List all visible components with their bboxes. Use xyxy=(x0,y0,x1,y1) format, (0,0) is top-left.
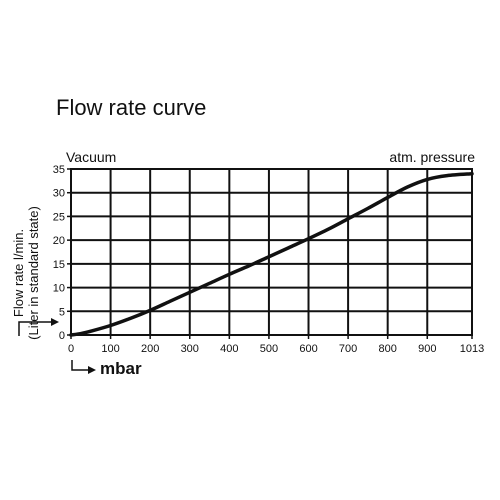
y-tick-label: 15 xyxy=(53,259,65,271)
ticks: 0 100 200 300 400 500 600 700 800 900 1013 0 5 10 15 20… xyxy=(53,164,484,355)
y-tick-label: 20 xyxy=(53,235,65,247)
atm-pressure-label: atm. pressure xyxy=(389,149,475,165)
y-tick-label: 30 xyxy=(53,188,65,200)
x-axis-label: mbar xyxy=(100,359,142,378)
axes xyxy=(18,318,96,374)
y-axis-arrow-line xyxy=(18,321,55,336)
x-tick-label: 900 xyxy=(418,343,436,355)
y-tick-label: 35 xyxy=(53,164,65,176)
x-tick-label: 500 xyxy=(260,343,278,355)
chart-title: Flow rate curve xyxy=(56,95,207,120)
y-tick-label: 0 xyxy=(59,330,65,342)
y-tick-label: 10 xyxy=(53,283,65,295)
y-tick-label: 5 xyxy=(59,306,65,318)
x-tick-label: 300 xyxy=(181,343,199,355)
x-tick-label: 1013 xyxy=(460,343,484,355)
x-axis-arrowhead xyxy=(88,366,96,374)
plot-frame xyxy=(70,168,473,336)
x-tick-label: 800 xyxy=(379,343,397,355)
x-tick-label: 700 xyxy=(339,343,357,355)
x-tick-label: 0 xyxy=(68,343,74,355)
x-tick-label: 400 xyxy=(220,343,238,355)
vacuum-label: Vacuum xyxy=(66,149,117,165)
y-tick-label: 25 xyxy=(53,211,65,223)
grid xyxy=(70,168,473,336)
x-tick-label: 200 xyxy=(141,343,159,355)
flow-rate-line xyxy=(69,171,474,337)
x-tick-label: 600 xyxy=(299,343,317,355)
x-axis-arrow-line xyxy=(71,360,90,371)
y-axis-arrowhead xyxy=(51,318,59,326)
x-tick-label: 100 xyxy=(101,343,119,355)
